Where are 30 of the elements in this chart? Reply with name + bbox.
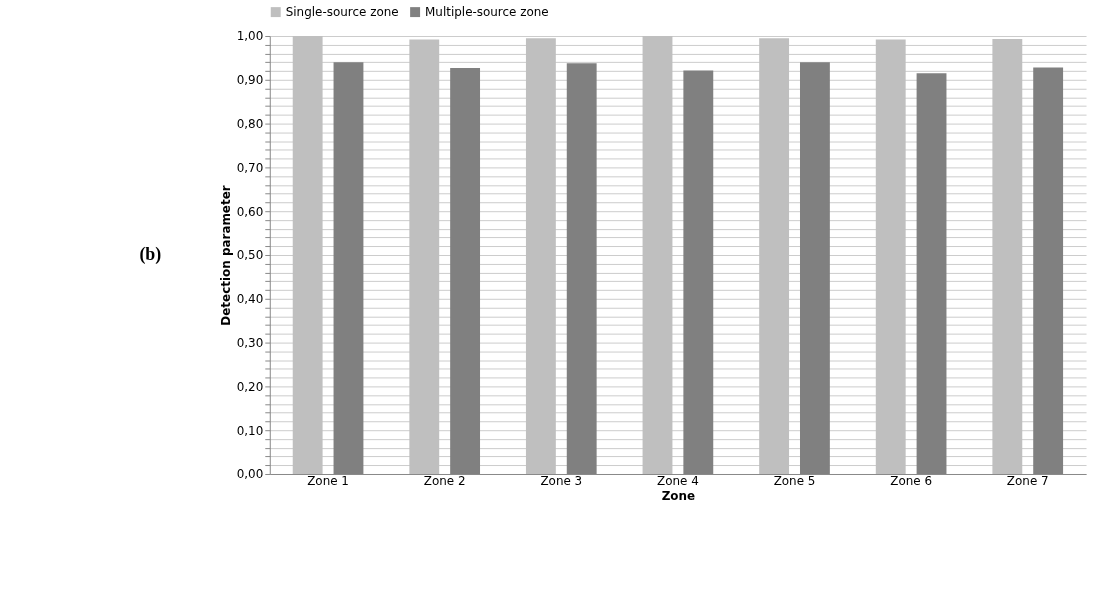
bar <box>875 39 906 474</box>
y-tick-label: 0,50 <box>236 248 264 263</box>
x-tick-label: Zone 6 <box>890 474 933 489</box>
x-axis-title: Zone <box>661 489 696 504</box>
x-tick-label: Zone 1 <box>307 474 349 489</box>
bar <box>992 39 1023 474</box>
y-tick-label: 0,10 <box>236 423 264 438</box>
x-tick-label: Zone 7 <box>1006 474 1049 489</box>
x-tick-label: Zone 4 <box>657 474 699 489</box>
y-tick-label: 1,00 <box>236 29 264 44</box>
legend-label: Single-source zone <box>285 5 399 20</box>
y-tick-label: 0,60 <box>236 204 264 219</box>
x-tick-label: Zone 3 <box>540 474 583 489</box>
y-tick-label: 0,70 <box>236 160 264 175</box>
y-tick-label: 0,90 <box>236 73 264 88</box>
bar <box>759 38 790 474</box>
bar <box>642 35 673 474</box>
legend-label: Multiple-source zone <box>425 5 549 20</box>
x-tick-label: Zone 5 <box>773 474 816 489</box>
bar <box>292 35 323 474</box>
y-tick-label: 0,20 <box>236 379 264 394</box>
y-tick-label: 0,40 <box>236 292 264 307</box>
bar <box>525 38 556 474</box>
y-tick-label: 0,80 <box>236 117 264 132</box>
y-tick-label: 0,30 <box>236 336 264 351</box>
y-axis-title: Detection parameter <box>218 185 233 326</box>
bar <box>409 39 440 474</box>
x-tick-label: Zone 2 <box>423 474 466 489</box>
y-tick-label: 0,00 <box>236 467 264 482</box>
text: (b) <box>139 243 162 265</box>
